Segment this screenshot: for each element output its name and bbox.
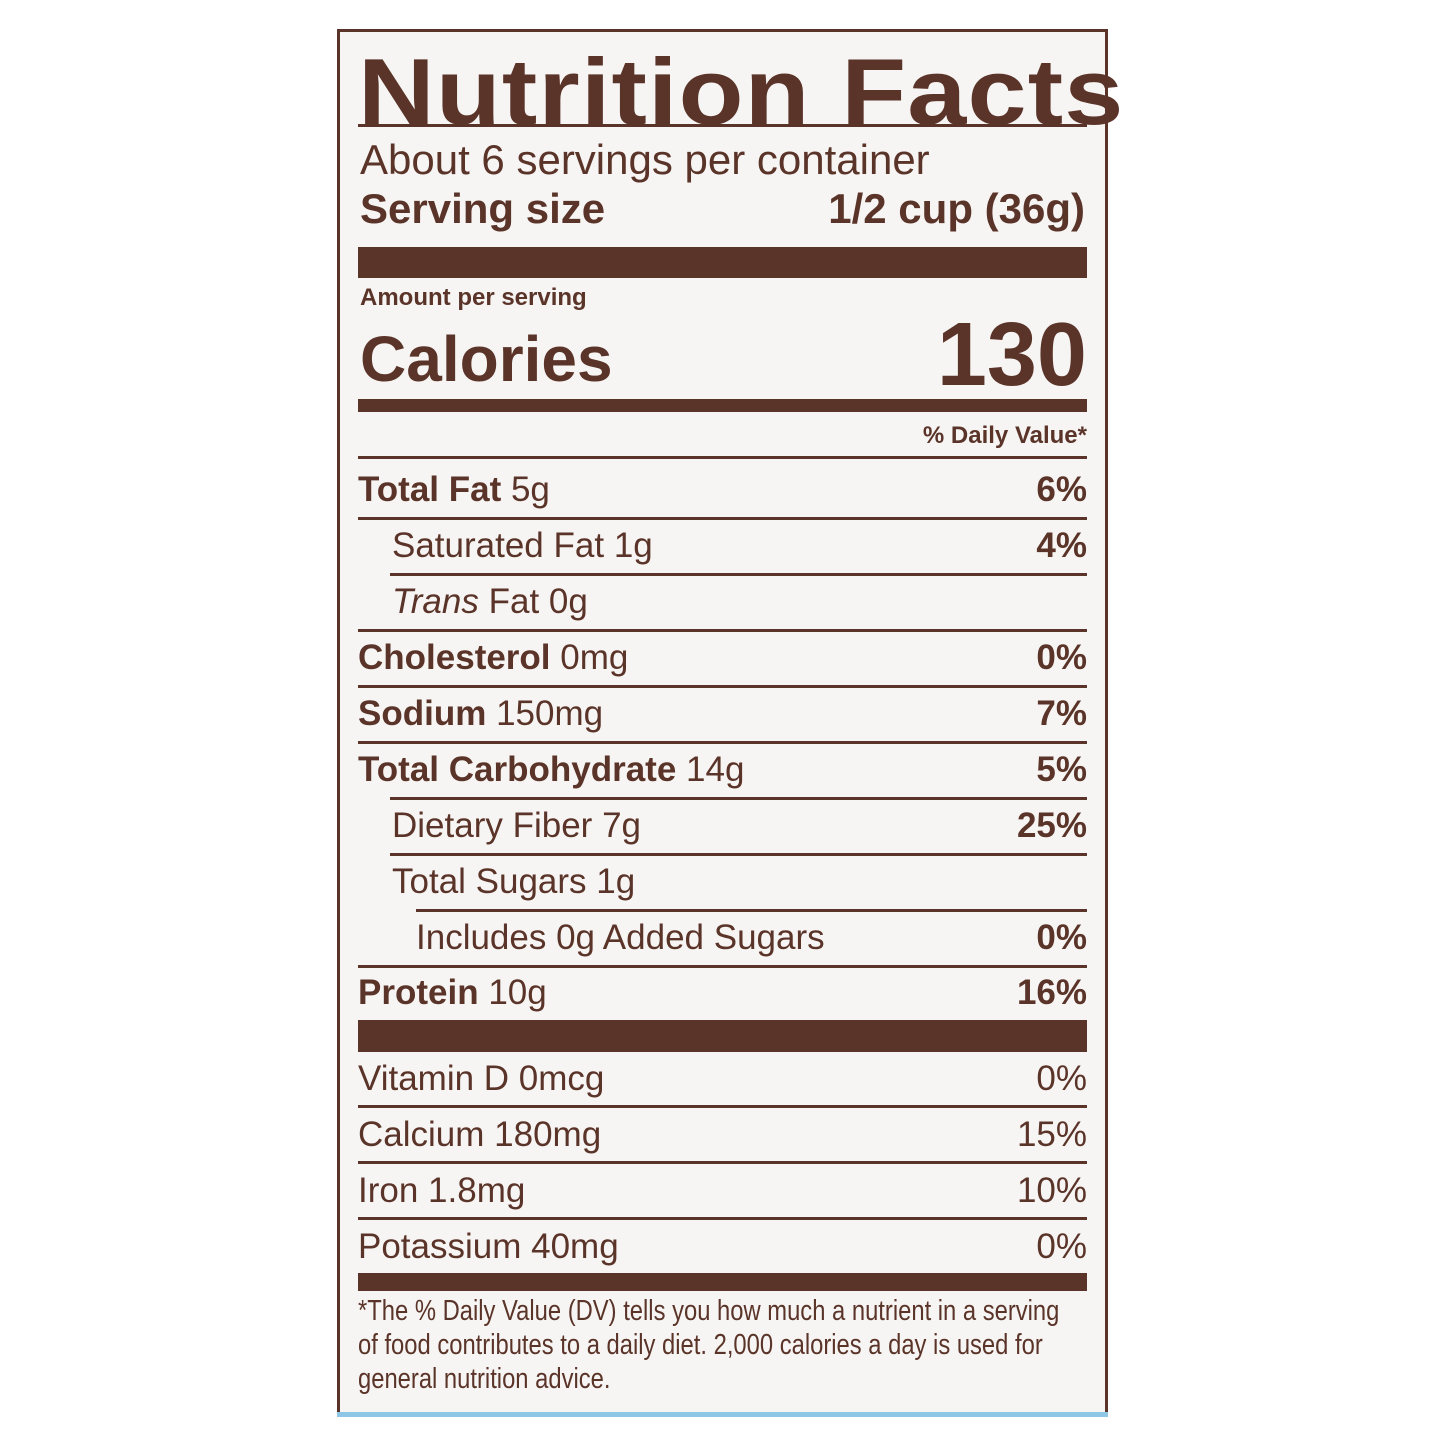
calories-value: 130 xyxy=(936,305,1087,405)
divider xyxy=(358,1161,1087,1164)
nutrient-dv: 0% xyxy=(1036,918,1087,957)
nutrient-name: Trans xyxy=(392,582,479,621)
nutrient-name: Includes 0g Added Sugars xyxy=(416,918,825,957)
package-edge-strip xyxy=(337,1412,1108,1417)
nutrient-dv: 25% xyxy=(1016,806,1087,845)
nutrient-name: Cholesterol xyxy=(358,638,551,677)
thick-divider xyxy=(358,1273,1087,1291)
nutrient-dv: 16% xyxy=(1016,973,1087,1012)
nutrient-row-total-carbohydrate: Total Carbohydrate 14g 5% xyxy=(358,750,1087,790)
nutrient-row-dietary-fiber: Dietary Fiber 7g 25% xyxy=(392,806,1087,846)
vitamin-dv: 0% xyxy=(1036,1227,1087,1266)
calories-label: Calories xyxy=(360,323,613,395)
nutrient-dv: 4% xyxy=(1036,526,1087,565)
vitamin-dv: 15% xyxy=(1016,1115,1087,1154)
vitamin-dv: 10% xyxy=(1016,1171,1087,1210)
nutrient-row-added-sugars: Includes 0g Added Sugars 0% xyxy=(416,918,1087,958)
divider xyxy=(358,1105,1087,1108)
nutrient-row-saturated-fat: Saturated Fat 1g 4% xyxy=(392,526,1087,566)
nutrient-dv: 7% xyxy=(1036,694,1087,733)
nutrient-amount: 14g xyxy=(686,750,745,789)
nutrient-name: Sodium xyxy=(358,694,487,733)
amount-per-serving: Amount per serving xyxy=(360,284,587,311)
vitamin-row-vitamin-d: Vitamin D 0mcg 0% xyxy=(358,1059,1087,1099)
divider xyxy=(358,124,1087,127)
nutrient-dv: 5% xyxy=(1036,750,1087,789)
nutrient-name: Total Sugars xyxy=(392,862,587,901)
nutrient-row-total-fat: Total Fat 5g 6% xyxy=(358,470,1087,510)
divider xyxy=(358,1217,1087,1220)
nutrient-amount: 10g xyxy=(488,973,547,1012)
nutrient-name: Total Fat xyxy=(358,470,502,509)
serving-size-label: Serving size xyxy=(360,185,606,232)
thick-divider xyxy=(358,399,1087,412)
thick-divider xyxy=(358,1020,1087,1052)
serving-size-value: 1/2 cup (36g) xyxy=(828,185,1085,232)
nutrient-row-sodium: Sodium 150mg 7% xyxy=(358,694,1087,734)
nutrient-name: Dietary Fiber xyxy=(392,806,593,845)
vitamin-dv: 0% xyxy=(1036,1059,1087,1098)
divider xyxy=(358,685,1087,688)
nutrient-name: Protein xyxy=(358,973,479,1012)
vitamin-name: Calcium 180mg xyxy=(358,1115,602,1154)
thick-divider xyxy=(358,247,1087,278)
nutrient-name: Total Carbohydrate xyxy=(358,750,677,789)
divider xyxy=(358,629,1087,632)
nutrient-amount: 0mg xyxy=(560,638,629,677)
divider xyxy=(416,909,1087,912)
nutrient-row-total-sugars: Total Sugars 1g xyxy=(392,862,1087,902)
vitamin-row-calcium: Calcium 180mg 15% xyxy=(358,1115,1087,1155)
nutrient-row-cholesterol: Cholesterol 0mg 0% xyxy=(358,638,1087,678)
divider xyxy=(358,741,1087,744)
nutrient-name: Saturated Fat xyxy=(392,526,605,565)
nutrient-row-protein: Protein 10g 16% xyxy=(358,973,1087,1013)
divider xyxy=(358,456,1087,459)
daily-value-header: % Daily Value* xyxy=(922,422,1087,449)
nutrient-amount: 0g xyxy=(548,582,588,621)
divider xyxy=(390,797,1087,800)
vitamin-name: Vitamin D 0mcg xyxy=(358,1059,605,1098)
divider xyxy=(358,517,1087,520)
vitamin-name: Potassium 40mg xyxy=(358,1227,619,1266)
nutrient-amount: 150mg xyxy=(496,694,604,733)
nutrient-dv: 0% xyxy=(1036,638,1087,677)
nutrient-amount: 1g xyxy=(613,526,653,565)
nutrient-dv: 6% xyxy=(1036,470,1087,509)
nutrient-amount: 7g xyxy=(602,806,641,845)
nutrition-facts-label: Nutrition Facts About 6 servings per con… xyxy=(337,29,1123,1415)
divider xyxy=(358,965,1087,968)
vitamin-row-potassium: Potassium 40mg 0% xyxy=(358,1227,1087,1267)
footnote: *The % Daily Value (DV) tells you how mu… xyxy=(358,1295,1060,1395)
divider xyxy=(390,853,1087,856)
nutrient-row-trans-fat: Trans Fat 0g xyxy=(392,582,1087,622)
vitamin-name: Iron 1.8mg xyxy=(358,1171,526,1210)
label-title: Nutrition Facts xyxy=(358,39,1125,144)
nutrient-name-suffix: Fat xyxy=(488,582,540,621)
nutrient-amount: 1g xyxy=(596,862,636,901)
servings-per-container: About 6 servings per container xyxy=(360,136,930,183)
vitamin-row-iron: Iron 1.8mg 10% xyxy=(358,1171,1087,1211)
divider xyxy=(390,573,1087,576)
nutrient-amount: 5g xyxy=(510,470,550,509)
